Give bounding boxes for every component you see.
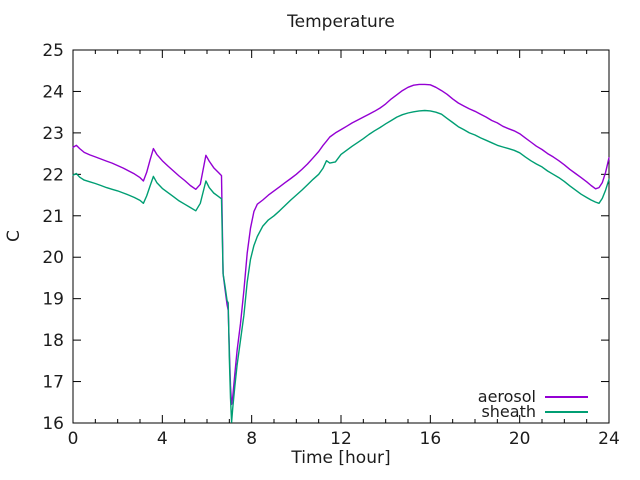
legend-label-sheath: sheath — [481, 402, 536, 421]
x-tick-label: 12 — [330, 429, 352, 449]
y-tick-label: 16 — [42, 414, 64, 434]
y-tick-label: 20 — [42, 248, 64, 268]
x-tick-label: 0 — [68, 429, 79, 449]
y-tick-label: 18 — [42, 331, 64, 351]
y-tick-label: 21 — [42, 207, 64, 227]
y-tick-label: 19 — [42, 290, 64, 310]
y-tick-label: 25 — [42, 41, 64, 61]
x-tick-label: 16 — [420, 429, 442, 449]
y-tick-label: 22 — [42, 165, 64, 185]
x-axis-label: Time [hour] — [291, 448, 391, 468]
x-tick-label: 4 — [157, 429, 168, 449]
y-tick-label: 24 — [42, 82, 64, 102]
y-tick-label: 23 — [42, 124, 64, 144]
x-tick-label: 8 — [246, 429, 257, 449]
legend-line-sample-aerosol — [545, 395, 588, 398]
x-tick-label: 20 — [509, 429, 531, 449]
legend-row-aerosol: aerosol — [477, 387, 588, 406]
sheath-line — [72, 109, 610, 423]
legend-line-sample-sheath — [545, 410, 588, 413]
plot-border — [72, 49, 610, 424]
legend-label-aerosol: aerosol — [477, 387, 536, 406]
x-tick-label: 24 — [598, 429, 620, 449]
legend: aerosol sheath — [477, 387, 588, 421]
aerosol-line — [72, 83, 610, 406]
legend-row-sheath: sheath — [478, 402, 588, 421]
y-tick-label: 17 — [42, 373, 64, 393]
chart-title: Temperature — [287, 12, 395, 32]
